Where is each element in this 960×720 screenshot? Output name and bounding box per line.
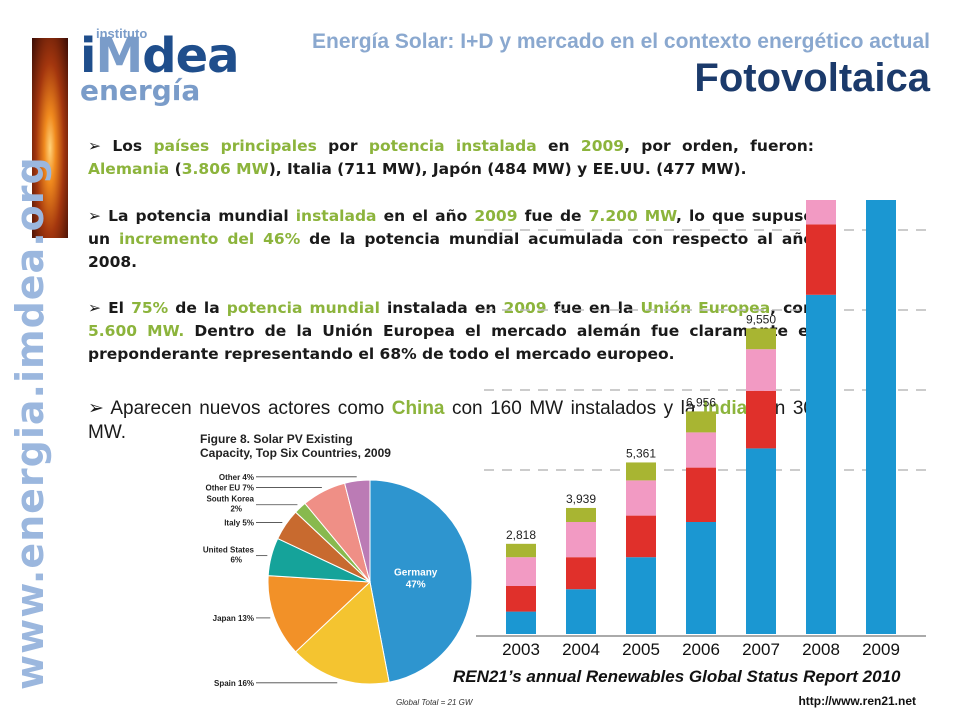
pie-label: Other EU 7% xyxy=(206,484,254,493)
bar-total-label: 9,550 xyxy=(746,312,776,326)
bullet-2: ➢ La potencia mundial instalada en el añ… xyxy=(88,207,815,271)
bar-segment-olive xyxy=(566,507,596,522)
bullet-arrow-icon: ➢ xyxy=(88,299,101,317)
bar-segment-olive xyxy=(626,462,656,481)
logo-energia: energía xyxy=(80,74,201,107)
slide-subtitle: Energía Solar: I+D y mercado en el conte… xyxy=(312,30,930,53)
pie-label: Germany xyxy=(394,568,438,579)
bar-segment-blue xyxy=(566,589,596,634)
sun-photo-strip xyxy=(32,38,68,238)
year-tick-label: 2008 xyxy=(802,640,840,659)
pie-pct-label: 2% xyxy=(230,505,242,514)
bullet-1: ➢ Los países principales por potencia in… xyxy=(88,137,814,178)
bar-segment-red xyxy=(626,515,656,558)
pie-label: United States xyxy=(203,546,255,555)
pie-slice-germany xyxy=(369,479,473,683)
pie-label: Japan 13% xyxy=(213,614,254,623)
bar-segment-olive xyxy=(686,411,716,433)
pie-label: Italy 5% xyxy=(224,518,254,527)
pie-label: Other 4% xyxy=(219,473,254,482)
pie-slice-spain xyxy=(294,581,390,685)
year-tick-label: 2004 xyxy=(562,640,600,659)
pie-slice-japan xyxy=(267,575,372,653)
bar-segment-red xyxy=(806,224,836,295)
bullet-arrow-icon: ➢ xyxy=(88,398,104,419)
logo-imdea: iMdea xyxy=(80,28,240,84)
slide-title: Fotovoltaica xyxy=(694,56,930,100)
bar-segment-pink xyxy=(686,432,716,468)
pie-pct-label: 6% xyxy=(230,556,242,565)
pie-chart-title: Figure 8. Solar PV Existing Capacity, To… xyxy=(200,432,391,460)
report-caption: REN21’s annual Renewables Global Status … xyxy=(453,667,901,686)
bar-total-label: 2,818 xyxy=(506,528,536,542)
bar-segment-pink xyxy=(746,349,776,391)
bullet-3: ➢ El 75% de la potencia mundial instalad… xyxy=(88,299,814,363)
bullet-arrow-icon: ➢ xyxy=(88,137,101,155)
bar-segment-olive xyxy=(506,543,536,558)
bar-segment-olive xyxy=(746,328,776,350)
bar-segment-blue xyxy=(506,611,536,634)
bar-total-label: 5,361 xyxy=(626,446,656,460)
bar-segment-pink xyxy=(506,557,536,586)
bar-segment-blue xyxy=(866,200,896,634)
pie-total-label: Global Total = 21 GW xyxy=(396,698,473,707)
bar-segment-pink xyxy=(806,200,836,225)
year-tick-label: 2006 xyxy=(682,640,720,659)
year-tick-label: 2003 xyxy=(502,640,540,659)
logo-instituto: instituto xyxy=(96,26,148,41)
pie-label: South Korea xyxy=(206,495,254,504)
bar-total-label: 3,939 xyxy=(566,492,596,506)
bar-segment-red xyxy=(506,586,536,612)
bar-segment-blue xyxy=(806,294,836,634)
pv-capacity-bar-chart: 2,818 2003 3,939 2004 5,361 2005 6,956 2006 9,55… xyxy=(476,200,926,659)
bar-segment-red xyxy=(566,557,596,590)
bar-segment-blue xyxy=(746,448,776,634)
bar-segment-pink xyxy=(566,522,596,558)
year-tick-label: 2005 xyxy=(622,640,660,659)
side-url-text: www.energia.imdea.org xyxy=(8,156,52,690)
bar-segment-red xyxy=(746,390,776,449)
bullet-4: ➢ Aparecen nuevos actores como China con… xyxy=(88,398,814,443)
bar-total-label: 6,956 xyxy=(686,395,716,409)
bar-segment-blue xyxy=(626,557,656,634)
bullet-arrow-icon: ➢ xyxy=(88,207,101,225)
year-tick-label: 2007 xyxy=(742,640,780,659)
report-url-link[interactable]: http://www.ren21.net xyxy=(798,694,916,708)
bar-segment-blue xyxy=(686,522,716,634)
year-tick-label: 2009 xyxy=(862,640,900,659)
bar-segment-pink xyxy=(626,480,656,516)
pie-pct-label: 47% xyxy=(406,580,426,591)
bar-segment-red xyxy=(686,467,716,522)
pie-slice-other xyxy=(344,479,371,583)
pie-label: Spain 16% xyxy=(214,679,254,688)
